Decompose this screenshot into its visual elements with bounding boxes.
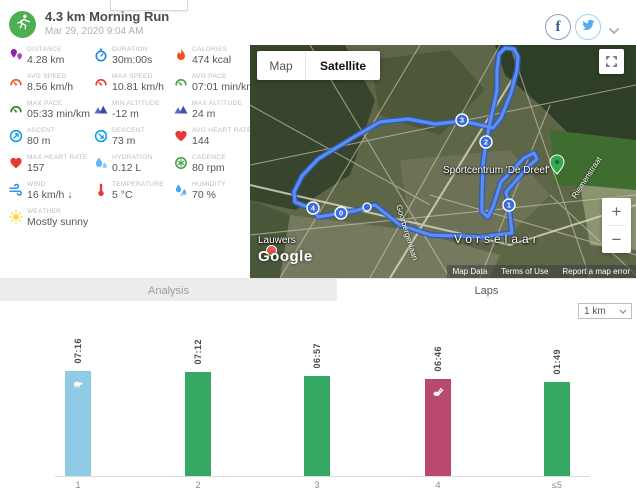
stat-max-heart-rate: MAX HEART RATE 157 bbox=[9, 154, 94, 181]
lap-bar-3[interactable]: 06:57 3 bbox=[304, 343, 330, 490]
runner-icon bbox=[14, 13, 32, 36]
chevron-down-icon[interactable] bbox=[608, 22, 620, 35]
turtle-icon bbox=[73, 376, 84, 394]
flame-icon bbox=[174, 48, 189, 62]
sun-icon bbox=[9, 210, 24, 224]
zoom-out-button[interactable]: − bbox=[611, 229, 622, 249]
fullscreen-button[interactable] bbox=[599, 49, 624, 74]
stat-max-altitude: MAX ALTITUDE 24 m bbox=[174, 100, 254, 127]
stopwatch-icon bbox=[94, 48, 109, 62]
gauge-icon bbox=[174, 75, 189, 89]
lap-bar-4[interactable]: 06:46 4 bbox=[425, 346, 451, 490]
km-marker-0: 0 bbox=[339, 209, 343, 218]
tab-analysis[interactable]: Analysis bbox=[0, 279, 337, 302]
stat-avg-pace: AVG PACE 07:01 min/km bbox=[174, 73, 255, 100]
gauge-icon bbox=[9, 102, 24, 116]
facebook-share-button[interactable]: f bbox=[545, 14, 571, 40]
route-pins-icon bbox=[9, 48, 24, 62]
activity-datetime: Mar 29, 2020 9:04 AM bbox=[45, 26, 144, 37]
statistics-panel: DISTANCE 4.28 km DURATION 30m:00s CALORIES… bbox=[0, 45, 255, 278]
stat-avg-speed: AVG SPEED 8.56 km/h bbox=[9, 73, 94, 100]
tab-laps[interactable]: Laps bbox=[337, 279, 636, 302]
stat-min-altitude: MIN ALTITUDE -12 m bbox=[94, 100, 174, 127]
map-attribution: Map Data Terms of Use Report a map error bbox=[446, 265, 636, 278]
zoom-in-button[interactable]: + bbox=[611, 201, 622, 221]
gauge-icon bbox=[94, 75, 109, 89]
arrow-up-circle-icon bbox=[9, 129, 24, 143]
lap-bar-5[interactable]: 01:49 ≤5 bbox=[544, 349, 570, 490]
lap-interval-select[interactable]: 1 km bbox=[578, 303, 632, 319]
report-error-link[interactable]: Report a map error bbox=[562, 267, 630, 276]
statistics-menu-cropped[interactable]: Statistics bbox=[110, 0, 188, 11]
stat-weather: WEATHER Mostly sunny bbox=[9, 208, 94, 235]
thermometer-icon bbox=[94, 183, 109, 197]
google-logo[interactable]: Google bbox=[258, 248, 313, 265]
terms-link[interactable]: Terms of Use bbox=[501, 267, 549, 276]
km-markers: 0 1 2 3 4 bbox=[306, 113, 516, 220]
stat-max-speed: MAX SPEED 10.81 km/h bbox=[94, 73, 174, 100]
header: Statistics 4.3 km Morning Run Mar 29, 20… bbox=[0, 0, 636, 45]
gps-route bbox=[291, 45, 540, 240]
stat-humidity: HUMIDITY 70 % bbox=[174, 181, 254, 208]
mountains-icon bbox=[174, 102, 189, 116]
mountains-icon bbox=[94, 102, 109, 116]
map-data-link[interactable]: Map Data bbox=[452, 267, 488, 276]
humidity-icon bbox=[174, 183, 189, 197]
town-label: Vorselaar bbox=[454, 232, 541, 246]
chevron-down-icon bbox=[619, 309, 627, 314]
stat-wind: WIND 16 km/h ↓ bbox=[9, 181, 94, 208]
heart-icon bbox=[9, 156, 24, 170]
droplet-icon bbox=[94, 156, 109, 170]
stat-calories: CALORIES 474 kcal bbox=[174, 46, 254, 73]
km-marker-1: 1 bbox=[507, 201, 511, 210]
laps-panel: 1 km 07:16 1 07:12 2 06:57 3 06:46 bbox=[0, 301, 636, 503]
venue-label: Sportcentrum 'De Dreef' bbox=[443, 165, 550, 176]
chart-x-axis bbox=[55, 476, 590, 477]
arrow-down-circle-icon bbox=[94, 129, 109, 143]
km-marker-4: 4 bbox=[311, 204, 316, 213]
gauge-icon bbox=[9, 75, 24, 89]
stat-ascent: ASCENT 80 m bbox=[9, 127, 94, 154]
twitter-icon bbox=[581, 18, 595, 37]
stat-descent: DESCENT 73 m bbox=[94, 127, 174, 154]
map-zoom-control: + − bbox=[602, 198, 631, 253]
km-marker-2: 2 bbox=[484, 138, 488, 147]
stat-temperature: TEMPERATURE 5 °C bbox=[94, 181, 174, 208]
hamlet-label: Lauwers bbox=[258, 235, 296, 246]
cadence-wheel-icon bbox=[174, 156, 189, 170]
facebook-icon: f bbox=[555, 18, 561, 35]
page-title: 4.3 km Morning Run bbox=[45, 9, 170, 24]
stat-max-pace: MAX PACE 05:33 min/km bbox=[9, 100, 94, 127]
venue-pin-icon[interactable] bbox=[549, 154, 565, 175]
map-view-button[interactable]: Map bbox=[257, 51, 306, 80]
lap-bar-1[interactable]: 07:16 1 bbox=[65, 338, 91, 490]
stat-cadence: CADENCE 80 rpm bbox=[174, 154, 254, 181]
hamlet-poi-icon[interactable] bbox=[266, 245, 277, 256]
stat-duration: DURATION 30m:00s bbox=[94, 46, 174, 73]
run-activity-avatar bbox=[9, 11, 36, 38]
lap-bar-2[interactable]: 07:12 2 bbox=[185, 339, 211, 490]
heart-icon bbox=[174, 129, 189, 143]
stat-hydration: HYDRATION 0.12 L bbox=[94, 154, 174, 181]
km-marker-3: 3 bbox=[460, 116, 464, 125]
rabbit-icon bbox=[433, 384, 444, 402]
map-type-control: Map Satellite bbox=[257, 51, 380, 80]
stat-distance: DISTANCE 4.28 km bbox=[9, 46, 94, 73]
tab-bar: Analysis Laps bbox=[0, 278, 636, 302]
fullscreen-icon bbox=[606, 56, 617, 67]
twitter-share-button[interactable] bbox=[575, 14, 601, 40]
stat-avg-heart-rate: AVG HEART RATE 144 bbox=[174, 127, 254, 154]
satellite-view-button[interactable]: Satellite bbox=[306, 51, 380, 80]
route-map[interactable]: 0 1 2 3 4 Sportcentrum 'De Dreef' Vorsel… bbox=[250, 45, 636, 278]
wind-icon bbox=[9, 183, 24, 197]
